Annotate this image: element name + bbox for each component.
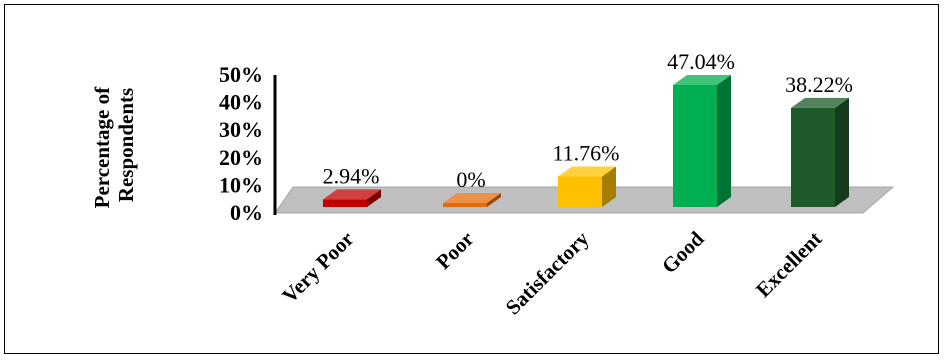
- y-tick-label: 50%: [219, 62, 263, 87]
- y-axis-label: Percentage of Respondents: [90, 82, 138, 209]
- bar: [791, 97, 849, 207]
- data-label: 11.76%: [552, 140, 619, 165]
- bar: [443, 193, 501, 207]
- y-axis-label-line-1: Percentage of: [90, 86, 114, 208]
- y-tick-label: 40%: [219, 90, 263, 115]
- x-category-label: Excellent: [751, 227, 827, 303]
- y-tick-label: 0%: [230, 200, 263, 225]
- y-tick-label: 30%: [219, 117, 263, 142]
- x-category-label: Poor: [431, 227, 478, 274]
- data-label: 2.94%: [323, 163, 380, 188]
- bar: [558, 166, 616, 207]
- x-category-label: Satisfactory: [501, 226, 594, 319]
- data-label: 0%: [456, 167, 485, 192]
- bar-chart: Percentage of Respondents 0% 10%20% 30%40%…: [90, 49, 895, 319]
- y-tick-label: 20%: [219, 145, 263, 170]
- data-label: 38.22%: [785, 72, 853, 97]
- chart-frame: Percentage of Respondents 0% 10% 20% 30% 40%…: [4, 4, 939, 354]
- y-axis-label-line-2: Respondents: [114, 88, 138, 202]
- x-category-label: Very Poor: [277, 227, 358, 308]
- data-label: 47.04%: [667, 49, 735, 74]
- x-category-label: Good: [657, 226, 709, 278]
- bar: [323, 189, 381, 207]
- y-tick-label: 10%: [219, 172, 263, 197]
- bar: [673, 74, 731, 207]
